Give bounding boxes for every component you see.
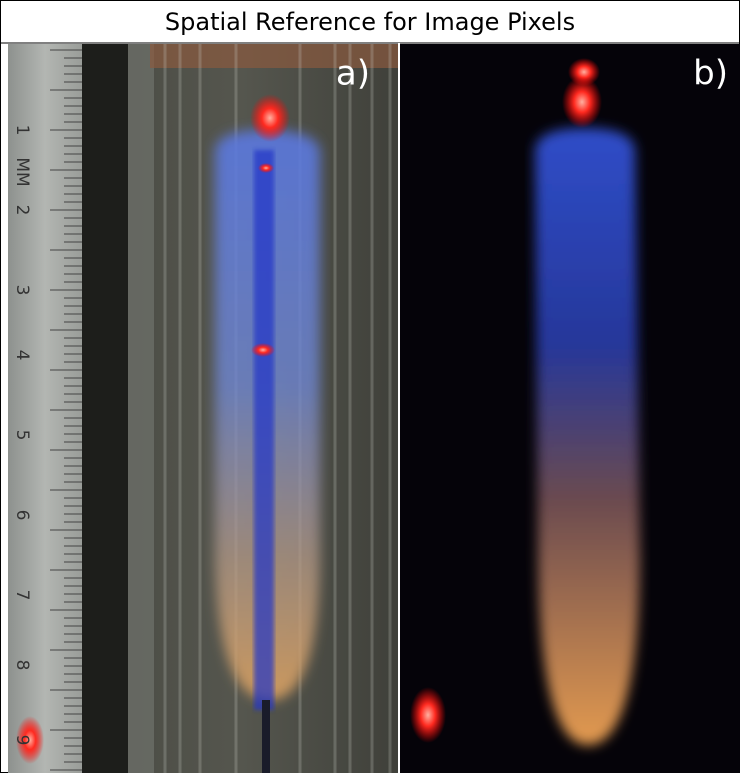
ruler-unit: MM	[12, 157, 32, 186]
panel-a: a) 1 2 3 4 5 6 7 8 9 MM	[8, 44, 398, 773]
figure: Spatial Reference for Image Pixels a) 1 2…	[0, 0, 740, 773]
panel-label: b)	[693, 54, 728, 94]
ruler-number: 3	[12, 285, 32, 296]
ruler-number: 8	[12, 660, 32, 671]
panel-b: b)	[400, 44, 740, 773]
panel-label: a)	[336, 54, 370, 94]
ruler-number: 7	[12, 590, 32, 601]
figure-title: Spatial Reference for Image Pixels	[165, 8, 575, 36]
ruler-number: 6	[12, 510, 32, 521]
ruler-number: 2	[12, 205, 32, 216]
ruler-number: 4	[12, 350, 32, 361]
ruler-number: 5	[12, 430, 32, 441]
ruler-number: 1	[12, 125, 32, 136]
ruler-number: 9	[12, 735, 32, 746]
